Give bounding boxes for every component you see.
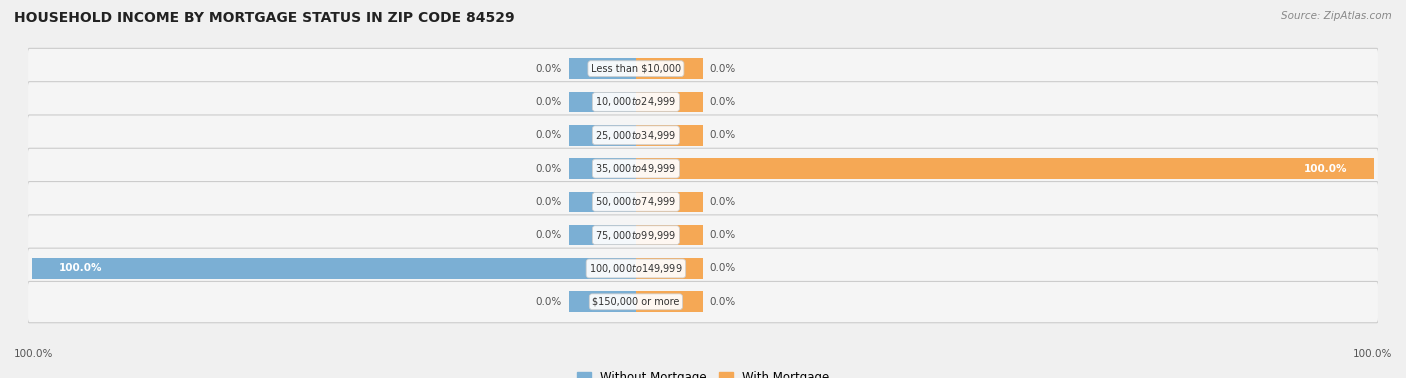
Bar xyxy=(636,125,703,146)
FancyBboxPatch shape xyxy=(28,148,1378,189)
FancyBboxPatch shape xyxy=(28,115,1378,156)
Bar xyxy=(569,58,636,79)
Text: 0.0%: 0.0% xyxy=(536,130,562,140)
Text: $50,000 to $74,999: $50,000 to $74,999 xyxy=(595,195,676,208)
Bar xyxy=(636,91,703,112)
Bar xyxy=(32,258,636,279)
Text: 100.0%: 100.0% xyxy=(1303,164,1347,174)
Text: 0.0%: 0.0% xyxy=(710,130,735,140)
Text: $10,000 to $24,999: $10,000 to $24,999 xyxy=(595,96,676,108)
FancyBboxPatch shape xyxy=(28,282,1378,323)
Text: $75,000 to $99,999: $75,000 to $99,999 xyxy=(595,229,676,242)
Legend: Without Mortgage, With Mortgage: Without Mortgage, With Mortgage xyxy=(572,367,834,378)
Text: 0.0%: 0.0% xyxy=(536,164,562,174)
Text: 100.0%: 100.0% xyxy=(59,263,103,273)
Bar xyxy=(636,192,703,212)
Bar xyxy=(569,125,636,146)
Bar xyxy=(636,58,703,79)
Text: 0.0%: 0.0% xyxy=(536,64,562,74)
Bar xyxy=(569,158,636,179)
Bar xyxy=(636,291,703,312)
Text: Less than $10,000: Less than $10,000 xyxy=(591,64,681,74)
Text: 0.0%: 0.0% xyxy=(536,297,562,307)
Text: $25,000 to $34,999: $25,000 to $34,999 xyxy=(595,129,676,142)
Text: 0.0%: 0.0% xyxy=(710,263,735,273)
Text: 0.0%: 0.0% xyxy=(710,297,735,307)
Text: $35,000 to $49,999: $35,000 to $49,999 xyxy=(595,162,676,175)
FancyBboxPatch shape xyxy=(28,48,1378,90)
Text: HOUSEHOLD INCOME BY MORTGAGE STATUS IN ZIP CODE 84529: HOUSEHOLD INCOME BY MORTGAGE STATUS IN Z… xyxy=(14,11,515,25)
Text: 0.0%: 0.0% xyxy=(710,64,735,74)
Bar xyxy=(569,291,636,312)
Text: 0.0%: 0.0% xyxy=(536,230,562,240)
Text: $150,000 or more: $150,000 or more xyxy=(592,297,679,307)
FancyBboxPatch shape xyxy=(28,181,1378,223)
Text: Source: ZipAtlas.com: Source: ZipAtlas.com xyxy=(1281,11,1392,21)
Bar xyxy=(636,258,703,279)
FancyBboxPatch shape xyxy=(28,82,1378,123)
Bar xyxy=(569,192,636,212)
Text: 0.0%: 0.0% xyxy=(536,97,562,107)
Bar xyxy=(569,225,636,245)
Bar xyxy=(569,91,636,112)
Text: $100,000 to $149,999: $100,000 to $149,999 xyxy=(589,262,683,275)
Text: 100.0%: 100.0% xyxy=(1353,349,1392,359)
Bar xyxy=(636,158,1374,179)
FancyBboxPatch shape xyxy=(28,248,1378,290)
Text: 0.0%: 0.0% xyxy=(710,197,735,207)
Text: 0.0%: 0.0% xyxy=(710,230,735,240)
Bar xyxy=(636,225,703,245)
Text: 0.0%: 0.0% xyxy=(536,197,562,207)
FancyBboxPatch shape xyxy=(28,215,1378,256)
Text: 100.0%: 100.0% xyxy=(14,349,53,359)
Text: 0.0%: 0.0% xyxy=(710,97,735,107)
